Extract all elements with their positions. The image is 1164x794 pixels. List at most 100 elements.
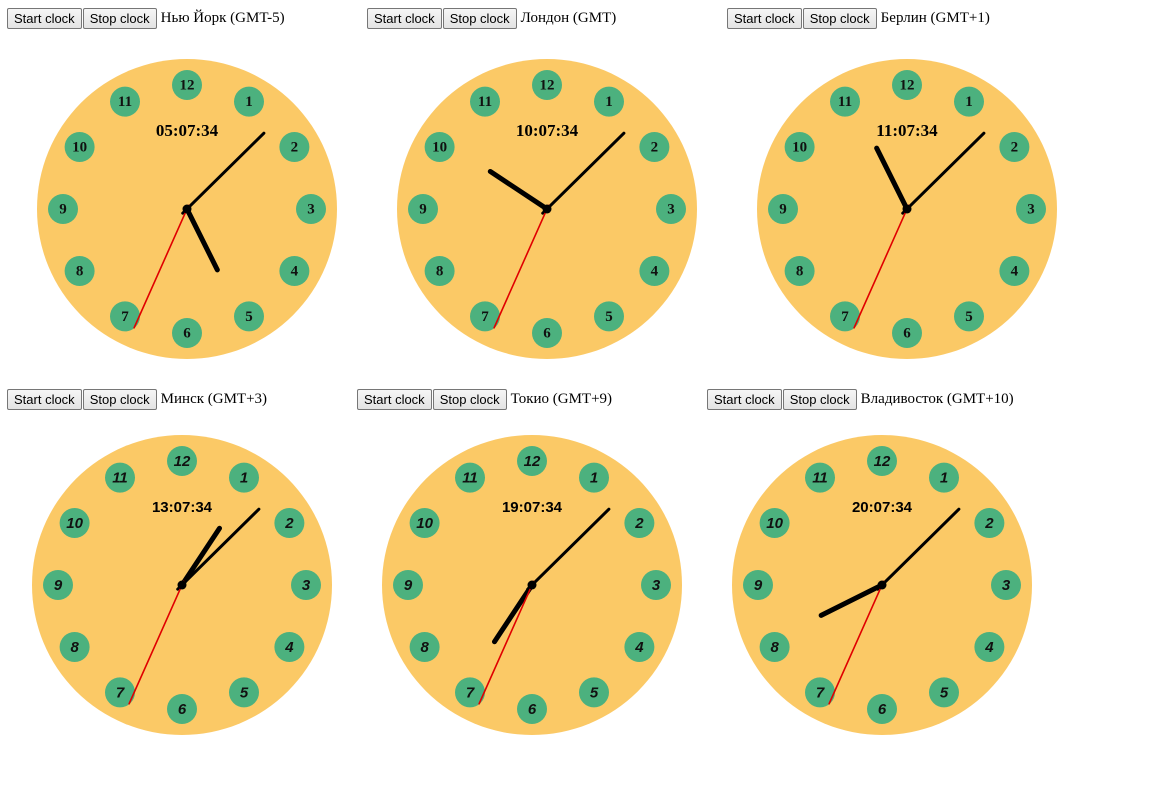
second-hand (493, 204, 550, 329)
clock-panel-new-york: Start clock Stop clock Нью Йорк (GMT-5) … (7, 7, 337, 367)
hour-number: 6 (903, 326, 911, 342)
hour-marker-circle (279, 256, 310, 286)
clock-panel-vladivostok: Start clock Stop clock Владивосток (GMT+… (707, 388, 1037, 748)
stop-clock-button[interactable]: Stop clock (82, 388, 157, 410)
hour-marker-circle (167, 694, 197, 724)
start-clock-button[interactable]: Start clock (707, 388, 782, 410)
start-clock-button[interactable]: Start clock (7, 388, 82, 410)
minute-hand (541, 131, 626, 215)
hour-number: 10 (66, 515, 83, 532)
hour-marker-circle (532, 318, 562, 348)
digital-time: 10:07:34 (516, 121, 579, 140)
hour-marker-circle (656, 194, 686, 224)
hour-marker-circle (59, 632, 90, 662)
clock-controls: Start clock Stop clock Нью Йорк (GMT-5) (7, 7, 285, 29)
city-label: Лондон (GMT) (520, 9, 617, 26)
second-hand (133, 204, 190, 329)
hour-marker-circle (743, 570, 773, 600)
hour-number: 4 (984, 639, 994, 656)
hour-number: 8 (796, 264, 804, 280)
digital-time: 20:07:34 (852, 499, 913, 516)
hour-marker-circle (172, 70, 202, 100)
hour-number: 8 (436, 264, 444, 280)
hour-number: 7 (481, 309, 489, 325)
center-pivot (542, 204, 552, 214)
second-hand (853, 204, 910, 329)
hour-marker-circle (274, 632, 305, 662)
hour-number: 11 (838, 94, 852, 110)
hour-marker-circle (867, 694, 897, 724)
clock-panel-tokyo: Start clock Stop clock Токио (GMT+9) 12 1… (357, 388, 687, 748)
hour-marker-circle (167, 446, 197, 476)
clock-controls: Start clock Stop clock Минск (GMT+3) (7, 388, 267, 410)
hour-marker-circle (64, 256, 95, 286)
hour-number: 12 (874, 453, 891, 470)
hour-hand (184, 206, 220, 273)
hour-number: 8 (70, 639, 79, 656)
stop-clock-button[interactable]: Stop clock (432, 388, 507, 410)
stop-clock-button[interactable]: Stop clock (802, 7, 877, 29)
hour-number: 9 (779, 202, 787, 218)
hour-number: 6 (543, 326, 551, 342)
clock-controls: Start clock Stop clock Токио (GMT+9) (357, 388, 612, 410)
hour-number: 2 (1011, 140, 1019, 156)
hour-number: 2 (291, 140, 299, 156)
hour-marker-circle (759, 632, 790, 662)
digital-time: 19:07:34 (502, 499, 563, 516)
hour-marker-circle (867, 446, 897, 476)
start-clock-button[interactable]: Start clock (357, 388, 432, 410)
minute-hand (176, 507, 261, 591)
hour-number: 9 (754, 577, 763, 594)
start-clock-button[interactable]: Start clock (727, 7, 802, 29)
hour-number: 9 (419, 202, 427, 218)
stop-clock-button[interactable]: Stop clock (782, 388, 857, 410)
hour-number: 8 (770, 639, 779, 656)
hour-number: 7 (116, 684, 125, 701)
hour-number: 3 (1027, 202, 1035, 218)
hour-marker-circle (409, 508, 440, 538)
hour-number: 4 (291, 264, 299, 280)
hour-marker-circle (532, 70, 562, 100)
hour-number: 3 (302, 577, 311, 594)
hour-number: 8 (76, 264, 84, 280)
clock-controls: Start clock Stop clock Владивосток (GMT+… (707, 388, 1014, 410)
hour-marker-circle (954, 86, 984, 117)
hour-number: 4 (651, 264, 659, 280)
digital-time: 05:07:34 (156, 121, 219, 140)
hour-number: 10 (792, 140, 807, 156)
clock-controls: Start clock Stop clock Лондон (GMT) (367, 7, 616, 29)
start-clock-button[interactable]: Start clock (7, 7, 82, 29)
hour-marker-circle (234, 86, 264, 117)
hour-marker-circle (805, 677, 835, 708)
digital-time: 13:07:34 (152, 499, 213, 516)
clock-controls: Start clock Stop clock Берлин (GMT+1) (727, 7, 990, 29)
stop-clock-button[interactable]: Stop clock (442, 7, 517, 29)
second-hand (478, 580, 535, 705)
hour-number: 9 (404, 577, 413, 594)
hour-number: 10 (72, 140, 87, 156)
stop-clock-button[interactable]: Stop clock (82, 7, 157, 29)
hour-hand (487, 168, 550, 212)
hour-marker-circle (974, 508, 1005, 538)
hour-marker-circle (759, 508, 790, 538)
hour-marker-circle (579, 677, 609, 708)
clock-panel-berlin: Start clock Stop clock Берлин (GMT+1) 12… (727, 7, 1057, 367)
city-label: Нью Йорк (GMT-5) (160, 9, 285, 26)
start-clock-button[interactable]: Start clock (367, 7, 442, 29)
minute-hand (876, 507, 961, 591)
hour-number: 11 (118, 94, 132, 110)
city-label: Минск (GMT+3) (160, 390, 268, 407)
hour-number: 9 (59, 202, 67, 218)
hour-marker-circle (624, 508, 655, 538)
hour-marker-circle (470, 301, 500, 332)
center-pivot (182, 204, 192, 214)
hour-hand (874, 145, 910, 212)
hour-marker-circle (408, 194, 438, 224)
minute-hand (901, 131, 986, 215)
hour-marker-circle (639, 256, 670, 286)
hour-number: 11 (462, 470, 478, 487)
